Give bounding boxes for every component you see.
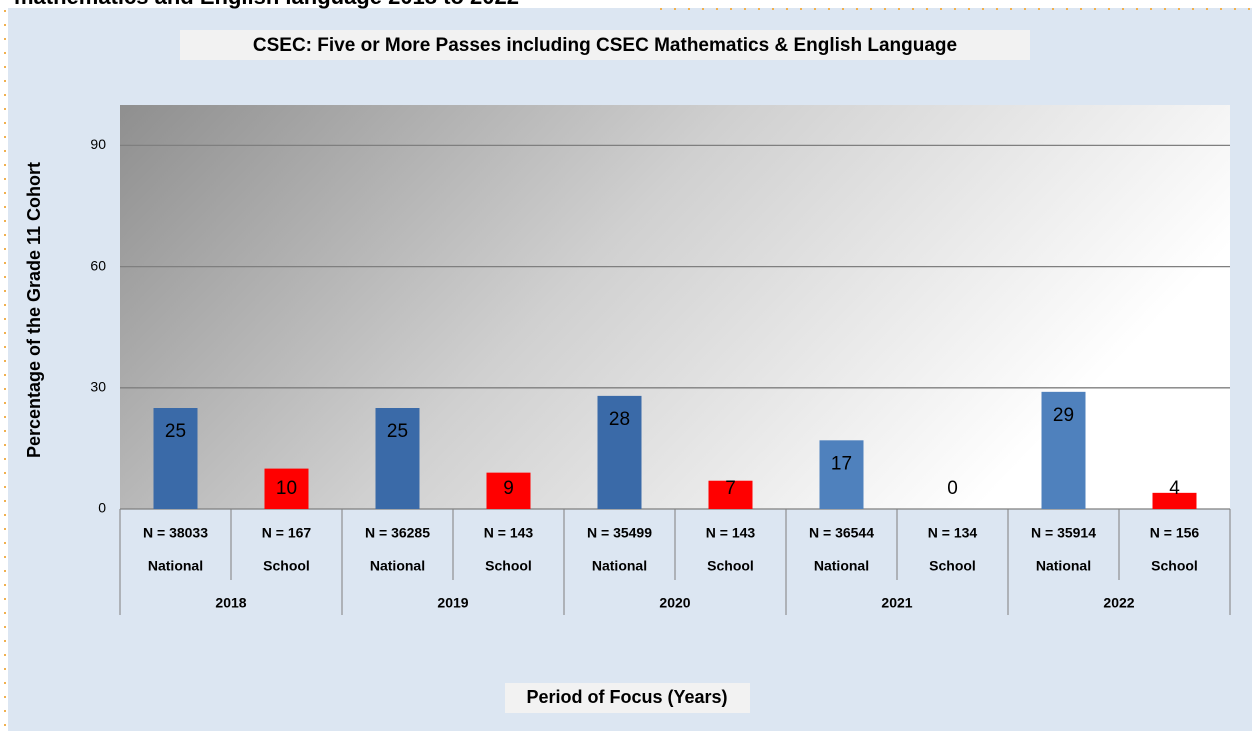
y-tick-label: 90 xyxy=(90,136,106,152)
year-label: 2019 xyxy=(437,595,468,611)
x-title-box xyxy=(505,683,750,713)
subgroup-label: School xyxy=(929,558,976,574)
x-tick-label: N = 36544 xyxy=(809,525,874,541)
x-tick-label: N = 167 xyxy=(262,525,312,541)
bar xyxy=(1152,492,1197,509)
x-tick-label: N = 35914 xyxy=(1031,525,1096,541)
bar xyxy=(153,408,198,509)
year-label: 2020 xyxy=(659,595,690,611)
value-label: 7 xyxy=(725,478,736,499)
bar xyxy=(1041,391,1086,509)
value-label: 4 xyxy=(1169,478,1180,499)
x-tick-label: N = 143 xyxy=(484,525,534,541)
subgroup-label: School xyxy=(707,558,754,574)
subgroup-label: National xyxy=(370,558,425,574)
header-text: mathematics and English language 2018 to… xyxy=(14,0,519,9)
subgroup-label: National xyxy=(592,558,647,574)
chart-title: CSEC: Five or More Passes including CSEC… xyxy=(253,35,957,56)
x-tick-label: N = 143 xyxy=(706,525,756,541)
subgroup-label: School xyxy=(263,558,310,574)
subgroup-label: National xyxy=(814,558,869,574)
y-axis-title: Percentage of the Grade 11 Cohort xyxy=(24,162,44,458)
subgroup-label: National xyxy=(148,558,203,574)
value-label: 0 xyxy=(947,478,958,499)
value-label: 29 xyxy=(1053,405,1074,426)
bar xyxy=(819,440,864,509)
x-axis-title: Period of Focus (Years) xyxy=(526,687,727,707)
x-tick-label: N = 134 xyxy=(928,525,978,541)
subgroup-label: School xyxy=(485,558,532,574)
bar xyxy=(264,468,309,509)
year-label: 2022 xyxy=(1103,595,1134,611)
bar xyxy=(597,395,642,509)
year-label: 2018 xyxy=(215,595,246,611)
bar xyxy=(486,472,531,509)
x-tick-label: N = 38033 xyxy=(143,525,208,541)
x-tick-label: N = 36285 xyxy=(365,525,430,541)
title-box xyxy=(180,30,1030,60)
value-label: 17 xyxy=(831,453,852,474)
value-label: 10 xyxy=(276,478,297,499)
y-tick-label: 30 xyxy=(90,379,106,395)
y-tick-label: 60 xyxy=(90,257,106,273)
year-label: 2021 xyxy=(881,595,912,611)
value-label: 28 xyxy=(609,409,630,430)
x-tick-label: N = 156 xyxy=(1150,525,1200,541)
bar xyxy=(708,480,753,509)
value-label: 9 xyxy=(503,478,514,499)
x-tick-label: N = 35499 xyxy=(587,525,652,541)
y-tick-label: 0 xyxy=(98,500,106,516)
subgroup-label: School xyxy=(1151,558,1198,574)
bar xyxy=(375,408,420,509)
value-label: 25 xyxy=(387,421,408,442)
subgroup-label: National xyxy=(1036,558,1091,574)
value-label: 25 xyxy=(165,421,186,442)
